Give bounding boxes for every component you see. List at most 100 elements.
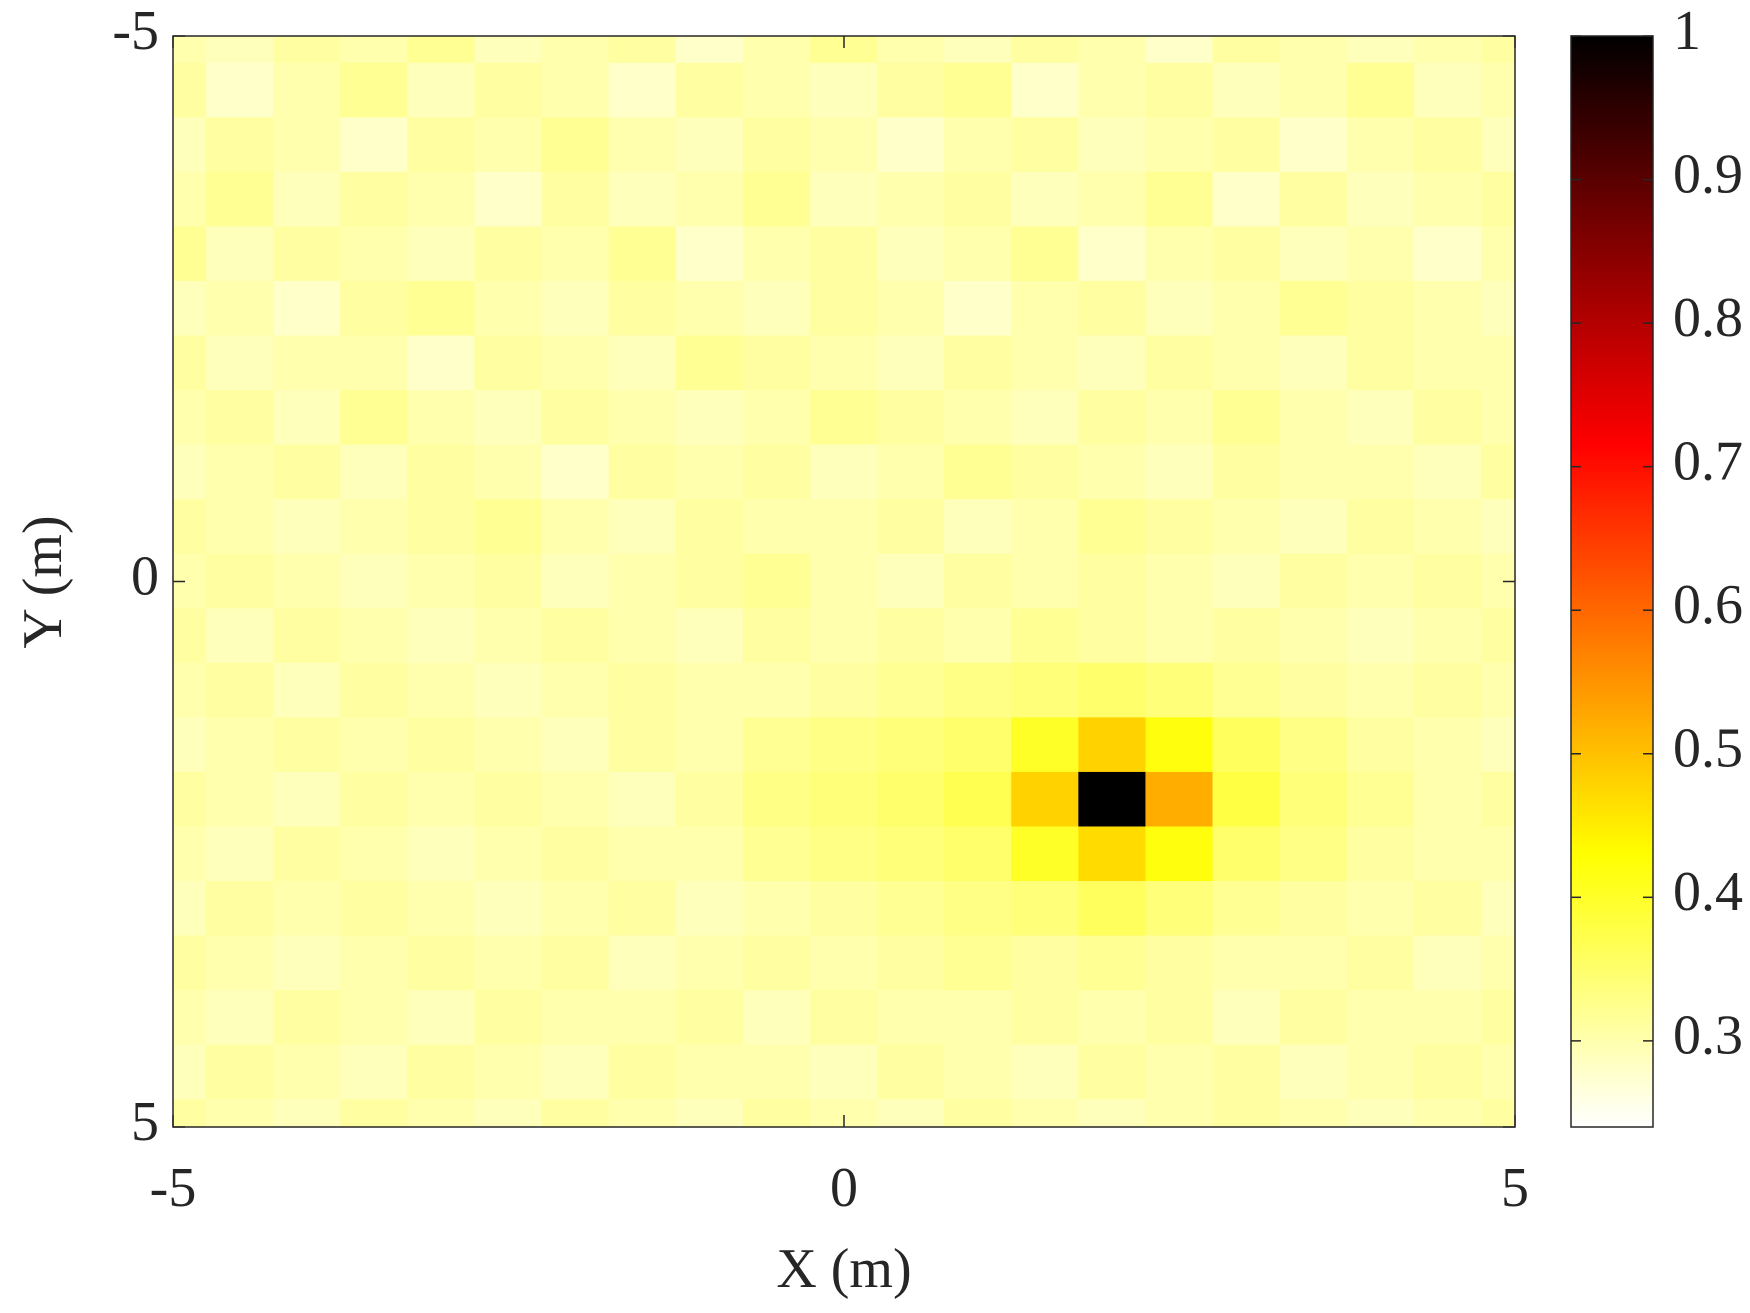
heatmap-cell [1480, 280, 1515, 337]
heatmap-cell [877, 826, 946, 883]
x-tick-label: -5 [150, 1157, 197, 1219]
heatmap-cell [809, 62, 879, 119]
heatmap-cell [1346, 444, 1415, 501]
heatmap-cell [742, 36, 811, 64]
heatmap-cell [1279, 1099, 1348, 1127]
heatmap-cell [944, 662, 1013, 719]
heatmap-cell [541, 553, 610, 610]
heatmap-cell [340, 499, 409, 555]
heatmap-cell [944, 36, 1013, 64]
heatmap-cell [1011, 553, 1080, 610]
heatmap-cell [541, 608, 610, 664]
heatmap-cell [742, 444, 811, 501]
heatmap-cell [474, 280, 543, 337]
heatmap-cell [474, 826, 543, 883]
heatmap-cell [1413, 1044, 1482, 1101]
heatmap-cell [809, 1044, 879, 1101]
heatmap-cell [675, 226, 744, 282]
heatmap-cell [474, 335, 543, 392]
heatmap-cell [541, 335, 610, 392]
heatmap-cell [608, 935, 677, 992]
heatmap-cell [1413, 935, 1482, 992]
heatmap-cell [1212, 335, 1281, 392]
heatmap-cell [340, 881, 409, 937]
heatmap-cell [541, 171, 610, 228]
heatmap-cell [407, 390, 476, 446]
heatmap-cell [608, 36, 677, 64]
heatmap-cell [474, 553, 543, 610]
heatmap-cell [1346, 935, 1415, 992]
heatmap-cell [173, 662, 208, 719]
heatmap-cell [206, 280, 275, 337]
heatmap-cell [407, 444, 476, 501]
heatmap-cell [340, 608, 409, 664]
heatmap-cell [1078, 280, 1147, 337]
heatmap-cell [809, 881, 879, 937]
heatmap-cell [742, 1044, 811, 1101]
colorbar-tick-label: 1 [1673, 0, 1701, 62]
heatmap-cell [1011, 117, 1080, 173]
heatmap-cell [407, 771, 476, 828]
heatmap-cell [1413, 826, 1482, 883]
heatmap-cell [1078, 1099, 1147, 1127]
heatmap-cell [1212, 36, 1281, 64]
heatmap-cell [1346, 771, 1415, 828]
heatmap-cell [1279, 390, 1348, 446]
heatmap-cell [1145, 826, 1214, 883]
heatmap-cell [340, 771, 409, 828]
heatmap-cell [944, 1099, 1013, 1127]
heatmap-cell [541, 390, 610, 446]
colorbar-tick-label: 0.4 [1673, 861, 1743, 923]
heatmap-cell [1346, 608, 1415, 664]
heatmap-cell [742, 553, 811, 610]
heatmap-cell [206, 771, 275, 828]
heatmap-cell [1145, 390, 1214, 446]
heatmap-cell [944, 881, 1013, 937]
heatmap-cell [675, 335, 744, 392]
heatmap-cell [206, 171, 275, 228]
heatmap-cell [474, 717, 543, 773]
heatmap-cell [608, 662, 677, 719]
heatmap-cell [877, 499, 946, 555]
heatmap-cell [173, 117, 208, 173]
heatmap-cell [675, 826, 744, 883]
heatmap-cell [474, 36, 543, 64]
heatmap-cell [206, 1044, 275, 1101]
heatmap-cell [407, 662, 476, 719]
heatmap-cell [944, 990, 1013, 1046]
heatmap-cell [1078, 717, 1147, 773]
heatmap-cell [407, 62, 476, 119]
x-tick-label: 5 [1501, 1157, 1529, 1219]
heatmap-cell [675, 171, 744, 228]
heatmap-cell [944, 553, 1013, 610]
heatmap-cell [273, 171, 342, 228]
heatmap-cell [474, 771, 543, 828]
heatmap-cell [273, 117, 342, 173]
heatmap-cell [541, 826, 610, 883]
heatmap-cell [608, 390, 677, 446]
y-tick-label: 0 [131, 545, 159, 607]
heatmap-cell [1011, 226, 1080, 282]
heatmap-cell [1346, 390, 1415, 446]
heatmap-cell [1480, 62, 1515, 119]
heatmap-cell [1212, 62, 1281, 119]
heatmap-cell [340, 826, 409, 883]
heatmap-cell [809, 444, 879, 501]
colorbar-tick-label: 0.7 [1673, 431, 1743, 493]
heatmap-cell [1145, 171, 1214, 228]
heatmap-cell [877, 1044, 946, 1101]
heatmap-cell [1480, 335, 1515, 392]
heatmap-cell [474, 171, 543, 228]
heatmap-cell [273, 662, 342, 719]
heatmap-cell [742, 335, 811, 392]
heatmap-cell [1145, 117, 1214, 173]
heatmap-cell [877, 717, 946, 773]
heatmap-cell [809, 335, 879, 392]
heatmap-cell [407, 881, 476, 937]
heatmap-cell [742, 771, 811, 828]
heatmap-cell [1078, 226, 1147, 282]
heatmap-cell [206, 390, 275, 446]
heatmap-cell [273, 62, 342, 119]
heatmap-cell [742, 662, 811, 719]
heatmap-cell [675, 444, 744, 501]
